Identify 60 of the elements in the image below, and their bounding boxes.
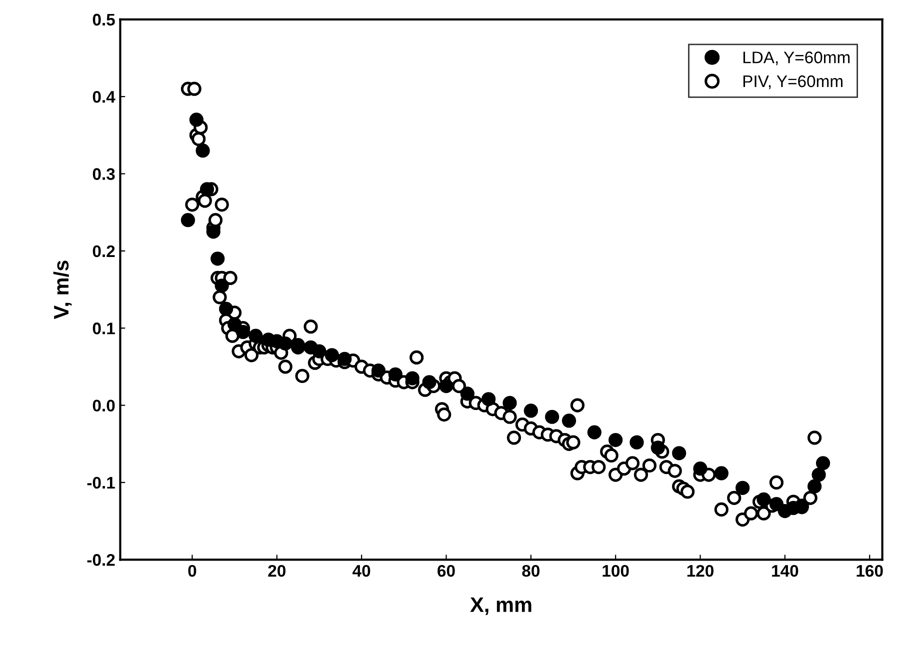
point: [200, 182, 214, 196]
point: [769, 497, 784, 512]
y-tick-label: 0.1: [92, 322, 115, 334]
point: [736, 480, 750, 495]
point: [524, 404, 538, 418]
y-tick-label: 0.0: [92, 400, 115, 412]
point: [405, 371, 420, 386]
point: [210, 252, 225, 266]
point: [236, 324, 250, 340]
x-tick-label: 160: [856, 564, 883, 577]
point: [196, 144, 210, 158]
point: [502, 396, 517, 410]
x-axis-title: X, mm: [470, 597, 532, 616]
point: [587, 425, 602, 440]
y-tick-label: -0.2: [87, 554, 115, 566]
point: [180, 213, 196, 228]
x-tick-label: 80: [522, 564, 540, 577]
point: [714, 466, 728, 480]
legend-label: PIV, Y=60mm: [743, 75, 842, 90]
point: [219, 302, 234, 316]
y-tick-label: 0.5: [92, 14, 115, 26]
point: [630, 435, 644, 450]
x-tick-label: 60: [438, 564, 455, 577]
x-tick-label: 120: [687, 564, 714, 577]
point: [214, 278, 229, 293]
point: [816, 456, 830, 470]
point: [278, 336, 292, 351]
y-tick-label: 0.3: [92, 168, 115, 180]
x-tick-label: 0: [188, 564, 196, 577]
point: [808, 479, 822, 494]
point: [672, 446, 686, 460]
point: [439, 378, 454, 394]
x-tick-label: 140: [772, 564, 798, 577]
point: [693, 462, 708, 476]
point: [248, 328, 263, 343]
point: [608, 432, 623, 448]
point: [460, 386, 474, 401]
point: [650, 440, 665, 455]
x-tick-label: 100: [602, 564, 629, 577]
point: [371, 364, 386, 378]
point: [324, 348, 339, 362]
point: [312, 344, 326, 358]
y-tick-label: 0.4: [92, 90, 116, 103]
y-tick-label: -0.1: [87, 476, 115, 489]
legend-label: LDA, Y=60mm: [743, 52, 850, 66]
y-axis-title: V, m/s: [53, 260, 72, 320]
point: [562, 414, 576, 428]
point: [227, 317, 242, 332]
point: [545, 410, 560, 424]
point: [338, 352, 352, 366]
point: [812, 468, 826, 482]
x-tick-label: 40: [352, 564, 370, 577]
point: [422, 375, 436, 390]
point: [388, 367, 402, 382]
point: [206, 224, 220, 239]
point: [482, 392, 496, 406]
x-tick-label: 20: [268, 564, 286, 577]
point: [756, 492, 771, 507]
y-tick-label: 0.2: [92, 245, 115, 258]
point: [189, 112, 204, 127]
